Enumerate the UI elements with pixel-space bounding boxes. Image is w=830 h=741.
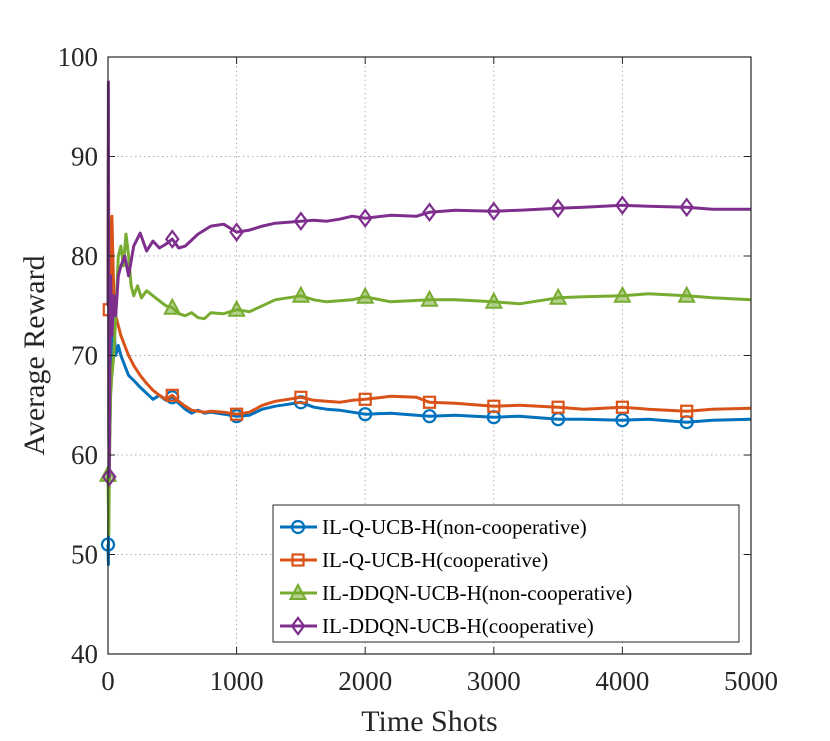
diamond-marker [101, 467, 117, 487]
x-axis-label: Time Shots [361, 705, 497, 738]
x-tick-label: 3000 [467, 666, 521, 696]
circle-marker [615, 413, 630, 428]
diamond-marker [550, 198, 566, 219]
diamond-marker [486, 201, 502, 222]
triangle-marker [677, 285, 696, 303]
legend-triangle-marker [288, 582, 308, 600]
legend-entry: IL-DDQN-UCB-H(non-cooperative) [280, 581, 632, 605]
diamond-marker [293, 211, 309, 232]
y-tick-label: 90 [71, 142, 98, 172]
x-tick-label: 2000 [338, 666, 392, 696]
triangle-marker [356, 286, 375, 304]
legend-label: IL-DDQN-UCB-H(non-cooperative) [322, 581, 632, 605]
y-tick-label: 70 [71, 341, 98, 371]
legend-label: IL-DDQN-UCB-H(cooperative) [322, 614, 594, 638]
y-axis-label: Average Reward [18, 255, 51, 455]
legend-entry: IL-Q-UCB-H(cooperative) [280, 548, 548, 572]
y-tick-label: 40 [71, 639, 98, 669]
x-tick-label: 5000 [724, 666, 778, 696]
square-marker [422, 395, 437, 409]
x-tick-label: 1000 [210, 666, 264, 696]
square-marker [165, 388, 179, 402]
diamond-marker [615, 195, 630, 216]
x-tick-label: 0 [101, 666, 115, 696]
square-marker [487, 399, 501, 413]
legend-entry: IL-DDQN-UCB-H(cooperative) [280, 614, 594, 638]
y-tick-label: 60 [71, 440, 98, 470]
square-marker [615, 400, 630, 414]
circle-marker [422, 409, 437, 424]
triangle-marker [613, 285, 632, 303]
diamond-marker [164, 229, 180, 249]
legend-label: IL-Q-UCB-H(cooperative) [322, 548, 548, 572]
legend: IL-Q-UCB-H(non-cooperative) IL-Q-UCB-H(co… [272, 504, 740, 643]
legend-square-marker [291, 553, 305, 567]
axis-ticks: 0 1000 2000 3000 4000 5000 40 50 60 70 80 90 100 [58, 42, 779, 696]
diamond-marker [422, 202, 437, 223]
diamond-marker [679, 197, 695, 218]
legend-circle-marker [290, 519, 306, 535]
square-marker [294, 390, 308, 404]
legend-box [272, 504, 740, 643]
triangle-marker [163, 297, 182, 315]
triangle-marker [227, 299, 246, 317]
triangle-marker [548, 287, 568, 305]
legend-diamond-marker [290, 616, 306, 636]
triangle-marker [484, 291, 503, 309]
y-tick-label: 100 [58, 42, 99, 72]
legend-label: IL-Q-UCB-H(non-cooperative) [322, 515, 587, 539]
diamond-marker [357, 208, 373, 229]
square-marker [230, 407, 244, 421]
diamond-marker [229, 222, 244, 242]
triangle-marker [420, 289, 439, 307]
series-layer [98, 80, 752, 566]
square-marker [680, 404, 694, 418]
square-marker [551, 400, 565, 414]
legend-entry: IL-Q-UCB-H(non-cooperative) [280, 515, 587, 539]
y-tick-label: 50 [71, 540, 98, 570]
series-4 [101, 80, 751, 487]
y-tick-label: 80 [71, 241, 98, 271]
x-tick-label: 4000 [595, 666, 649, 696]
circle-marker [358, 407, 373, 422]
triangle-marker [291, 285, 311, 303]
square-marker [358, 392, 372, 406]
